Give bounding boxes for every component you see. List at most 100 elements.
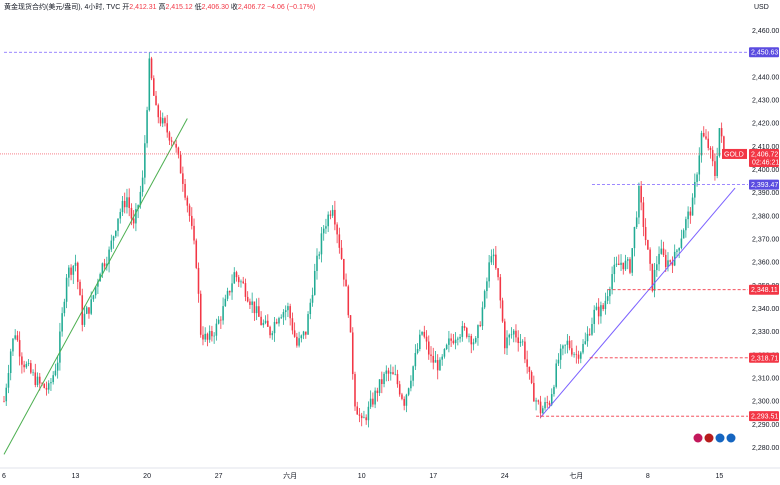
candle-body [103, 263, 106, 267]
candle-body [385, 370, 388, 374]
candle-body [280, 317, 283, 319]
candle-body [383, 373, 385, 385]
candle-body [202, 334, 204, 340]
level-tag-label: 2,348.11 [751, 287, 778, 294]
candle-body [345, 279, 347, 287]
candle-body [88, 307, 90, 314]
candle-body [123, 200, 126, 208]
candle-body [193, 225, 195, 241]
candle-body [36, 376, 39, 385]
price-axis[interactable] [748, 0, 780, 485]
candle-body [465, 327, 468, 337]
candle-body [584, 341, 587, 344]
candle-body [459, 336, 461, 339]
candle-body [624, 260, 627, 270]
candle-body [707, 138, 710, 148]
symbol-tag-label: GOLD [724, 151, 744, 158]
candle-body [320, 233, 323, 255]
candle-body [691, 197, 694, 216]
candle-body [92, 295, 95, 300]
candle-body [586, 333, 589, 342]
candle-body [521, 341, 524, 343]
candle-body [23, 364, 25, 368]
candle-body [640, 186, 642, 203]
current-price-tag [749, 148, 779, 167]
candle-body [249, 301, 251, 305]
candle-body [112, 236, 115, 241]
candle-body [275, 321, 278, 324]
event-icon[interactable] [693, 433, 703, 443]
candle-body [349, 315, 352, 333]
candle-body [139, 191, 142, 206]
x-tick-label: 24 [501, 473, 509, 480]
symbol-title: 黄金现货合约(美元/盎司), 4小时, TVC [4, 4, 121, 11]
candle-body [70, 267, 72, 275]
candle-body [705, 136, 707, 139]
candle-body [394, 373, 397, 375]
candle-body [486, 281, 488, 292]
candle-body [141, 177, 144, 192]
candle-body [649, 249, 651, 264]
candle-body [716, 156, 718, 177]
candle-body [631, 248, 633, 273]
candle-body [542, 408, 544, 414]
candle-body [137, 205, 139, 210]
event-icon[interactable] [715, 433, 725, 443]
candle-body [577, 354, 580, 359]
candle-body [329, 214, 332, 216]
candle-body [211, 331, 213, 337]
candle-body [271, 333, 274, 336]
candle-body [101, 263, 104, 275]
candle-body [161, 118, 164, 124]
trendline[interactable] [3, 118, 188, 455]
candle-body [14, 335, 16, 339]
candle-body [148, 58, 151, 111]
candle-body [519, 341, 522, 344]
candle-body [410, 380, 412, 389]
candle-body [18, 340, 21, 357]
candle-body [289, 306, 291, 319]
candle-body [452, 340, 455, 344]
candle-body [667, 260, 669, 268]
candle-body [287, 306, 289, 311]
candle-body [387, 370, 390, 374]
candle-body [472, 342, 475, 345]
event-icon[interactable] [726, 433, 736, 443]
candle-body [21, 356, 23, 365]
candle-body [559, 348, 562, 360]
candle-body [267, 320, 269, 327]
symbol-tag [722, 148, 747, 159]
candle-body [351, 332, 354, 375]
candle-body [644, 227, 647, 241]
candle-body [233, 272, 236, 284]
trendline[interactable] [540, 187, 736, 418]
candle-body [524, 341, 526, 360]
candle-body [206, 333, 209, 340]
candle-body [56, 362, 59, 371]
candle-body [517, 337, 519, 344]
level-tag [749, 352, 779, 363]
candle-body [660, 248, 663, 254]
level-tag-label: 2,393.47 [751, 182, 778, 189]
candle-body [74, 262, 77, 266]
y-tick-label: 2,390.00 [752, 190, 779, 197]
candle-body [291, 318, 294, 331]
candle-body [436, 360, 439, 371]
x-tick-label: 8 [646, 473, 650, 480]
candle-body [313, 270, 316, 295]
candle-body [678, 247, 680, 251]
candle-body [164, 118, 166, 124]
candle-body [213, 335, 215, 337]
candle-body [597, 306, 600, 317]
candle-body [714, 161, 716, 177]
candle-body [376, 390, 379, 394]
candle-body [155, 95, 157, 106]
candle-body [546, 402, 549, 403]
event-icon[interactable] [704, 433, 714, 443]
y-tick-label: 2,430.00 [752, 98, 779, 105]
candle-body [676, 250, 678, 252]
candle-body [557, 359, 560, 364]
candle-body [398, 384, 401, 395]
